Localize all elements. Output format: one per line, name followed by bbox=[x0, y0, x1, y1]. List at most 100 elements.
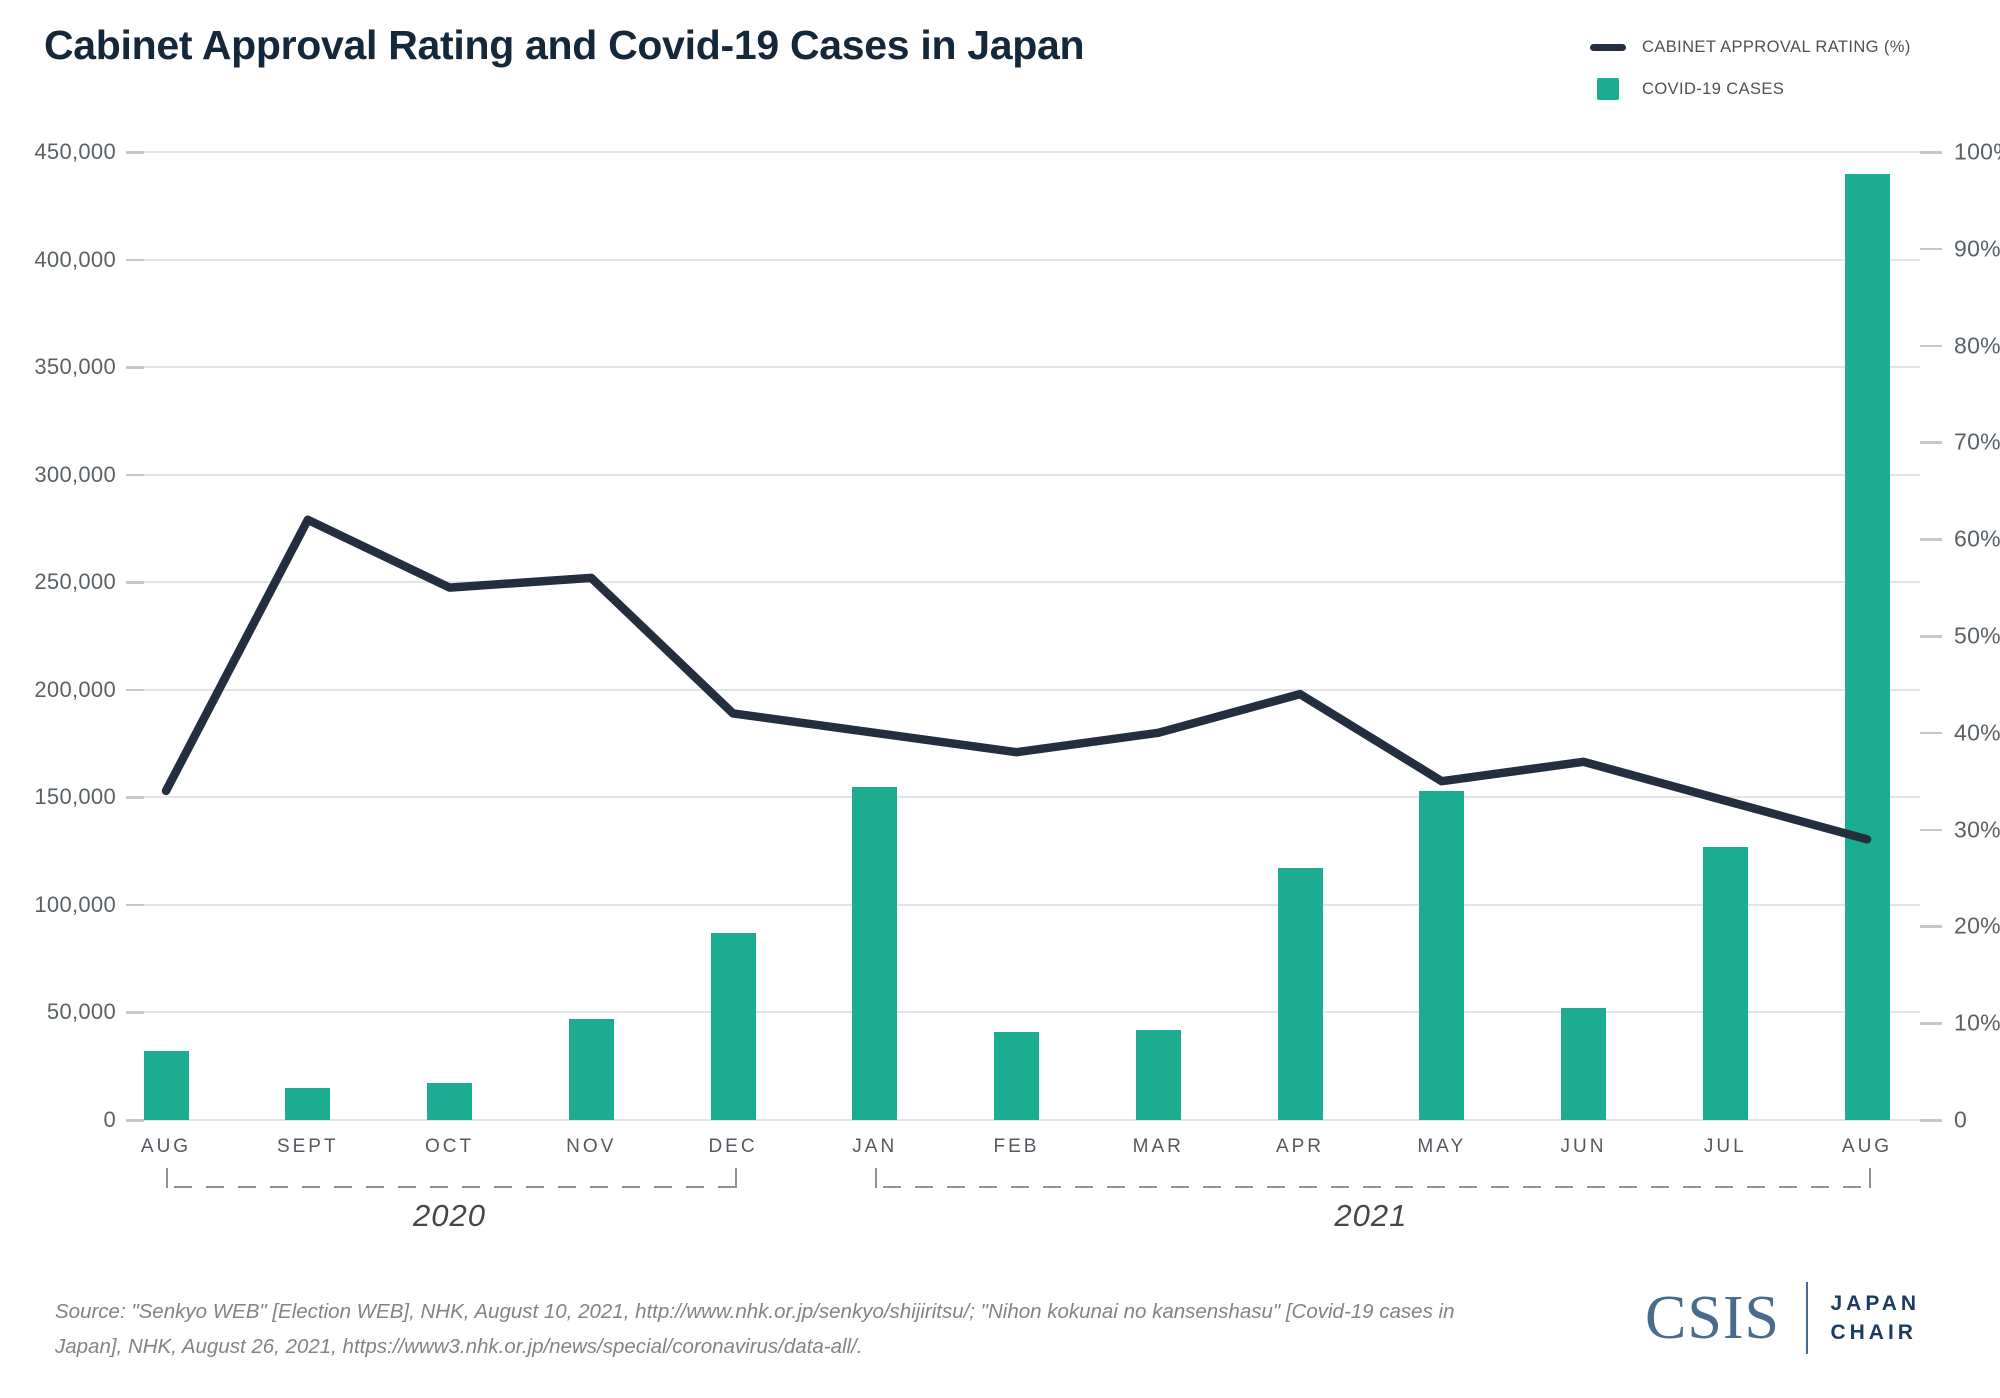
covid-cases-bar bbox=[710, 932, 756, 1120]
y-axis-label-left: 0 bbox=[103, 1107, 116, 1132]
gridline bbox=[130, 903, 1920, 906]
axis-tick-left bbox=[126, 258, 144, 262]
y-axis-label-left: 300,000 bbox=[34, 461, 116, 487]
y-axis-label-left: 350,000 bbox=[34, 354, 116, 380]
y-axis-label-right: 60% bbox=[1954, 525, 2000, 552]
logo-unit-japan: JAPAN bbox=[1830, 1292, 1921, 1315]
x-axis-label: SEPT bbox=[276, 1136, 339, 1157]
csis-japan-chair-logo: CSIS JAPAN CHAIR bbox=[1645, 1282, 1920, 1354]
y-axis-label-right: 80% bbox=[1954, 332, 2000, 359]
covid-cases-bar bbox=[143, 1051, 189, 1120]
y-axis-label-left: 450,000 bbox=[34, 139, 116, 164]
axis-tick-left bbox=[126, 688, 144, 692]
gridline bbox=[130, 581, 1920, 584]
y-axis-label-left: 50,000 bbox=[46, 999, 116, 1025]
covid-cases-bar bbox=[1277, 868, 1323, 1120]
axis-tick-right bbox=[1920, 151, 1942, 154]
legend-label: COVID-19 CASES bbox=[1642, 79, 1785, 98]
axis-tick-left bbox=[126, 581, 144, 584]
y-axis-label-right: 100% bbox=[1954, 138, 2000, 165]
axis-tick-left bbox=[126, 796, 144, 799]
gridline bbox=[130, 366, 1920, 369]
covid-cases-bar bbox=[1702, 846, 1748, 1120]
axis-tick-right bbox=[1920, 635, 1942, 638]
axis-tick-left bbox=[126, 366, 144, 369]
csis-wordmark: CSIS bbox=[1645, 1284, 1780, 1352]
logo-unit-chair: CHAIR bbox=[1830, 1321, 1917, 1344]
year-label-2021: 2021 bbox=[1334, 1198, 1408, 1233]
y-axis-label-right: 10% bbox=[1954, 1009, 2000, 1036]
axis-tick-right bbox=[1920, 441, 1942, 444]
gridline bbox=[130, 1011, 1920, 1014]
x-axis-label: MAY bbox=[1417, 1136, 1467, 1157]
legend-item-covid-cases: COVID-19 CASES bbox=[1590, 72, 1911, 106]
y-axis-label-right: 0 bbox=[1954, 1106, 1968, 1133]
axis-tick-right bbox=[1920, 925, 1942, 928]
gridline bbox=[130, 473, 1920, 476]
covid-cases-bar bbox=[852, 786, 898, 1120]
x-axis-label: JUL bbox=[1703, 1136, 1747, 1157]
square-swatch-icon bbox=[1597, 78, 1619, 100]
x-axis-label: MAR bbox=[1132, 1136, 1184, 1157]
covid-cases-bar bbox=[1561, 1008, 1606, 1120]
gridline bbox=[130, 1119, 1920, 1121]
legend-item-approval-rating: CABINET APPROVAL RATING (%) bbox=[1590, 30, 1911, 64]
year-bracket-2021 bbox=[874, 1168, 1871, 1188]
legend: CABINET APPROVAL RATING (%) COVID-19 CAS… bbox=[1590, 30, 1911, 114]
gridline bbox=[130, 151, 1920, 153]
x-axis-label: FEB bbox=[993, 1136, 1040, 1157]
source-note: Source: "Senkyo WEB" [Election WEB], NHK… bbox=[55, 1294, 1535, 1364]
y-axis-label-right: 30% bbox=[1954, 816, 2000, 843]
y-axis-label-left: 250,000 bbox=[34, 569, 116, 595]
source-line-2: Japan], NHK, August 26, 2021, https://ww… bbox=[55, 1335, 863, 1358]
y-axis-label-right: 40% bbox=[1954, 719, 2000, 746]
covid-cases-bar bbox=[285, 1087, 331, 1120]
chart-title: Cabinet Approval Rating and Covid-19 Cas… bbox=[44, 22, 1085, 68]
gridline bbox=[130, 258, 1920, 261]
covid-cases-bar bbox=[427, 1083, 472, 1120]
axis-tick-right bbox=[1920, 538, 1942, 541]
source-line-1: Source: "Senkyo WEB" [Election WEB], NHK… bbox=[55, 1300, 1455, 1323]
logo-unit: JAPAN CHAIR bbox=[1830, 1289, 1920, 1347]
y-axis-label-left: 100,000 bbox=[34, 891, 116, 917]
covid-cases-bar bbox=[1844, 173, 1890, 1120]
gridline bbox=[130, 688, 1920, 691]
legend-label: CABINET APPROVAL RATING (%) bbox=[1642, 37, 1911, 56]
covid-cases-bar bbox=[994, 1031, 1039, 1120]
x-axis-label: JAN bbox=[852, 1136, 898, 1157]
covid-cases-bar bbox=[1135, 1029, 1181, 1120]
year-bracket-2020 bbox=[166, 1168, 737, 1188]
axis-tick-left bbox=[126, 151, 144, 154]
axis-tick-left bbox=[126, 1011, 144, 1014]
logo-divider bbox=[1805, 1282, 1809, 1354]
x-axis-label: APR bbox=[1275, 1136, 1325, 1157]
y-axis-label-right: 20% bbox=[1954, 912, 2000, 939]
axis-tick-right bbox=[1920, 1022, 1942, 1025]
approval-rating-polyline bbox=[161, 515, 1872, 844]
y-axis-label-right: 70% bbox=[1954, 428, 2000, 455]
axis-tick-left bbox=[126, 473, 144, 477]
y-axis-label-right: 50% bbox=[1954, 622, 2000, 649]
y-axis-label-right: 90% bbox=[1954, 235, 2000, 262]
x-axis-label: OCT bbox=[424, 1136, 475, 1157]
gridline bbox=[130, 796, 1920, 799]
approval-rating-line bbox=[161, 515, 1872, 844]
line-swatch-icon bbox=[1590, 43, 1626, 51]
axis-tick-right bbox=[1920, 731, 1942, 735]
x-axis-label: AUG bbox=[140, 1136, 192, 1157]
x-axis-label: JUN bbox=[1560, 1136, 1607, 1157]
axis-tick-right bbox=[1920, 344, 1942, 348]
x-axis-label: DEC bbox=[708, 1136, 758, 1157]
x-axis-label: NOV bbox=[566, 1136, 617, 1157]
plot-area: 450,000 400,000 350,000 300,000 250,000 200,0… bbox=[34, 139, 2000, 1133]
y-axis-label-left: 150,000 bbox=[34, 784, 116, 810]
axis-tick-right bbox=[1920, 1119, 1942, 1122]
axis-tick-left bbox=[126, 903, 144, 907]
axis-tick-right bbox=[1920, 828, 1942, 832]
y-axis-label-left: 200,000 bbox=[34, 676, 116, 702]
covid-cases-bar bbox=[1419, 790, 1465, 1120]
y-axis-label-left: 400,000 bbox=[34, 246, 116, 272]
axis-tick-left bbox=[126, 1119, 144, 1122]
covid-cases-bar bbox=[568, 1018, 614, 1120]
